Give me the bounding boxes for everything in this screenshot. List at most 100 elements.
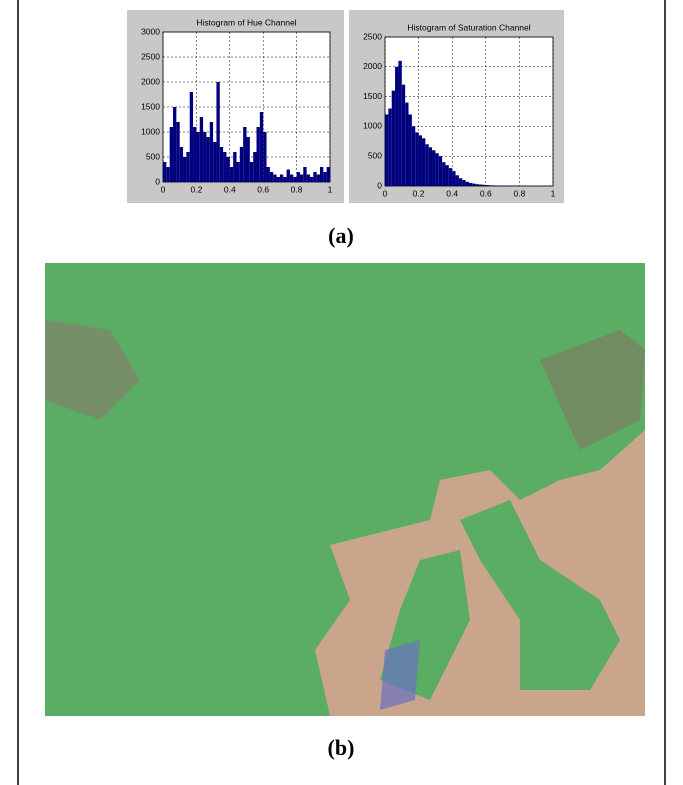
- bar: [203, 132, 207, 182]
- bar: [223, 152, 227, 182]
- y-tick-label: 1500: [141, 101, 160, 111]
- frame-border: [17, 0, 666, 785]
- bar: [239, 147, 244, 182]
- x-tick-label: 0.2: [190, 184, 202, 194]
- bar: [226, 157, 230, 182]
- bar: [462, 180, 466, 186]
- dark-region: [45, 320, 140, 420]
- x-tick-label: 0.6: [480, 188, 492, 198]
- bar: [438, 156, 443, 186]
- bar: [189, 92, 194, 182]
- x-tick-label: 0.2: [413, 188, 425, 198]
- bar: [263, 132, 267, 182]
- bar: [485, 185, 490, 186]
- bar: [465, 181, 469, 186]
- y-tick-label: 2000: [363, 61, 382, 71]
- bar: [421, 138, 426, 186]
- bar: [395, 66, 399, 186]
- bar: [415, 132, 419, 186]
- bar: [233, 152, 237, 182]
- y-tick-label: 2500: [141, 51, 160, 61]
- green-region: [460, 500, 620, 690]
- dark-region: [540, 330, 645, 450]
- x-tick-label: 0.8: [291, 184, 303, 194]
- y-tick-label: 1000: [141, 126, 160, 136]
- bar: [166, 167, 170, 182]
- bar: [286, 169, 290, 182]
- bar: [448, 168, 453, 186]
- y-tick-label: 500: [368, 150, 382, 160]
- bar: [388, 108, 392, 186]
- bar: [296, 172, 300, 182]
- y-tick-label: 500: [146, 151, 160, 161]
- bar: [455, 175, 459, 186]
- bar: [411, 126, 416, 186]
- bar: [313, 172, 317, 182]
- chart-title: Histogram of Saturation Channel: [407, 22, 530, 32]
- bar: [173, 107, 177, 182]
- x-tick-label: 0.4: [446, 188, 458, 198]
- bar: [246, 137, 250, 182]
- bar: [398, 60, 402, 187]
- bar: [445, 165, 449, 186]
- bar: [256, 127, 260, 182]
- bar: [489, 185, 493, 186]
- x-tick-label: 1: [328, 184, 333, 194]
- segmented-image: [45, 263, 645, 716]
- bar: [266, 167, 270, 182]
- bar: [243, 127, 247, 182]
- y-tick-label: 3000: [141, 26, 160, 36]
- bar: [199, 117, 204, 182]
- bar: [319, 167, 324, 182]
- bar: [418, 135, 422, 186]
- caption: (a): [328, 223, 354, 248]
- bar: [253, 152, 257, 182]
- bar: [196, 132, 200, 182]
- bar: [236, 162, 240, 182]
- x-tick-label: 1: [551, 188, 556, 198]
- bar: [179, 147, 184, 182]
- bar: [492, 185, 496, 186]
- y-tick-label: 1500: [363, 91, 382, 101]
- bar: [283, 177, 287, 182]
- bar: [425, 144, 429, 186]
- bar: [435, 153, 439, 186]
- y-tick-label: 0: [377, 180, 382, 190]
- bar: [193, 127, 197, 182]
- bar: [163, 162, 167, 182]
- bar: [475, 184, 480, 186]
- bar: [472, 183, 476, 186]
- bar: [186, 152, 190, 182]
- bar: [206, 137, 210, 182]
- x-tick-label: 0.4: [224, 184, 236, 194]
- bar: [303, 167, 307, 182]
- bar: [391, 90, 396, 186]
- bar: [432, 150, 436, 186]
- bar: [216, 82, 220, 182]
- bar: [269, 172, 274, 182]
- bar: [408, 114, 412, 186]
- bar: [385, 114, 389, 186]
- bar: [428, 147, 433, 186]
- bar: [299, 174, 304, 182]
- bar: [219, 147, 224, 182]
- bar: [183, 157, 187, 182]
- bar: [401, 84, 406, 186]
- bar: [469, 183, 473, 186]
- bar: [213, 142, 217, 182]
- bar: [229, 167, 234, 182]
- caption: (b): [328, 735, 355, 760]
- x-tick-label: 0.6: [257, 184, 269, 194]
- y-tick-label: 0: [155, 176, 160, 186]
- blue-region: [380, 640, 420, 710]
- bar: [442, 162, 446, 186]
- bar: [279, 174, 284, 182]
- bar: [293, 177, 297, 182]
- bar: [323, 172, 327, 182]
- bar: [458, 178, 463, 186]
- bar: [276, 177, 280, 182]
- x-tick-label: 0: [161, 184, 166, 194]
- bar: [306, 174, 310, 182]
